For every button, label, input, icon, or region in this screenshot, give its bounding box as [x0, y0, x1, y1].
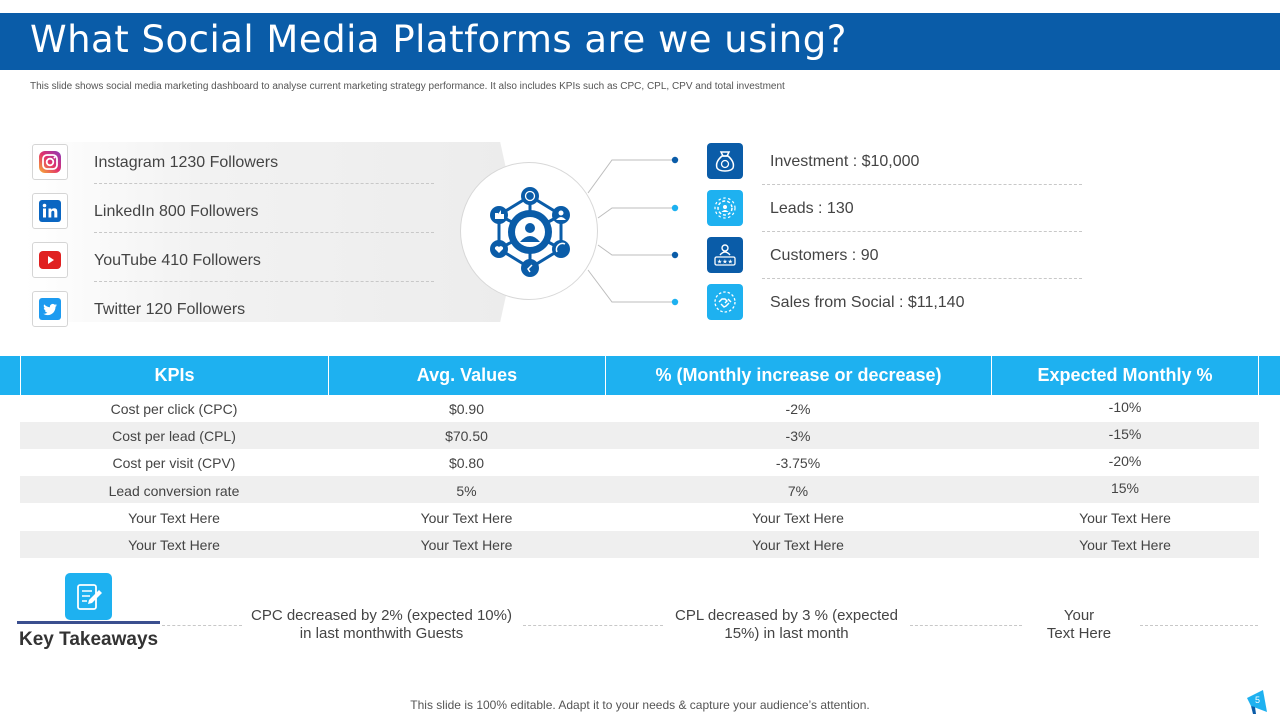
divider: [762, 184, 1082, 185]
table-cell: Your Text Here: [752, 536, 844, 553]
takeaway-line: CPC decreased by 2% (expected 10%): [251, 607, 512, 624]
kpi-table-header: KPIs Avg. Values % (Monthly increase or …: [0, 356, 1280, 395]
metric-leads: Leads : 130: [707, 190, 1087, 232]
takeaway-item: CPL decreased by 3 % (expected 15%) in l…: [663, 607, 910, 643]
takeaway-line: CPL decreased by 3 % (expected: [675, 607, 898, 624]
table-cell: $0.90: [448, 400, 485, 417]
table-cell: -15%: [1108, 425, 1142, 442]
platform-item-instagram: Instagram 1230 Followers: [32, 142, 434, 184]
connector-lines: [587, 156, 679, 306]
divider: [162, 625, 242, 626]
table-row: Your Text Here Your Text Here Your Text …: [20, 531, 1259, 558]
divider: [762, 231, 1082, 232]
table-cell: Your Text Here: [420, 509, 513, 526]
metric-investment: Investment : $10,000: [707, 143, 1087, 185]
table-row: Your Text Here Your Text Here Your Text …: [20, 504, 1259, 531]
platform-item-linkedin: LinkedIn 800 Followers: [32, 191, 434, 233]
platform-item-youtube: YouTube 410 Followers: [32, 240, 434, 282]
metric-label: Leads : 130: [770, 200, 854, 217]
metric-label: Sales from Social : $11,140: [770, 294, 965, 311]
platform-label: Instagram 1230 Followers: [94, 154, 279, 171]
platform-label: YouTube 410 Followers: [94, 252, 261, 269]
takeaway-item: Your Text Here: [1022, 607, 1136, 643]
linkedin-icon: [32, 193, 68, 229]
notepad-icon: [65, 573, 112, 620]
takeaway-item: CPC decreased by 2% (expected 10%) in la…: [240, 607, 523, 643]
divider: [94, 183, 434, 184]
table-cell: Your Text Here: [1079, 509, 1171, 526]
page-title: What Social Media Platforms are we using…: [30, 18, 847, 61]
takeaway-line: in last monthwith Guests: [299, 625, 464, 642]
table-cell: -3%: [785, 427, 811, 444]
table-cell: Your Text Here: [752, 509, 844, 526]
table-cell: Cost per visit (CPV): [112, 454, 236, 471]
page-number: 5: [1255, 695, 1261, 705]
footer-note: This slide is 100% editable. Adapt it to…: [410, 698, 870, 712]
handshake-icon: [707, 284, 743, 320]
key-takeaways-label: Key Takeaways: [19, 629, 159, 650]
table-cell: Your Text Here: [128, 536, 220, 553]
slide-subtitle: This slide shows social media marketing …: [30, 81, 785, 92]
takeaway-line: Your: [1063, 607, 1095, 624]
table-cell: -10%: [1108, 398, 1142, 415]
table-row: Cost per lead (CPL) $70.50 -3% -15%: [20, 422, 1259, 449]
table-cell: $70.50: [445, 427, 488, 444]
takeaway-line: Text Here: [1046, 625, 1112, 642]
table-cell: $0.80: [448, 454, 485, 471]
table-cell: Your Text Here: [1079, 536, 1171, 553]
takeaway-line: 15%) in last month: [724, 625, 849, 642]
divider: [762, 278, 1082, 279]
table-cell: Your Text Here: [420, 536, 513, 553]
table-cell: 5%: [456, 482, 477, 499]
header-kpis: KPIs: [20, 356, 328, 395]
twitter-icon: [32, 291, 68, 327]
table-cell: Cost per click (CPC): [110, 400, 238, 417]
header-expected-monthly: Expected Monthly %: [991, 356, 1259, 395]
gear-network-icon: [707, 190, 743, 226]
takeaways-underline: [17, 621, 160, 624]
table-cell: 15%: [1110, 479, 1140, 496]
metric-sales: Sales from Social : $11,140: [707, 284, 1087, 322]
divider: [523, 625, 663, 626]
social-network-icon: [490, 187, 570, 277]
svg-text:★★★: ★★★: [717, 259, 733, 266]
divider: [94, 281, 434, 282]
money-bag-icon: [707, 143, 743, 179]
divider: [94, 232, 434, 233]
divider: [910, 625, 1022, 626]
table-cell: Lead conversion rate: [108, 482, 240, 499]
customers-rating-icon: ★★★: [707, 237, 743, 273]
table-row: Cost per click (CPC) $0.90 -2% -10%: [20, 395, 1259, 422]
platform-label: Twitter 120 Followers: [94, 301, 246, 318]
megaphone-icon: [1247, 690, 1267, 714]
table-cell: Your Text Here: [128, 509, 220, 526]
title-bar: What Social Media Platforms are we using…: [0, 13, 1280, 70]
platform-item-twitter: Twitter 120 Followers: [32, 289, 432, 329]
table-row: Lead conversion rate 5% 7% 15%: [20, 476, 1259, 503]
header-monthly-change: % (Monthly increase or decrease): [605, 356, 991, 395]
table-cell: -2%: [785, 400, 811, 417]
platform-label: LinkedIn 800 Followers: [94, 203, 259, 220]
table-cell: -20%: [1108, 452, 1142, 469]
metric-label: Customers : 90: [770, 247, 879, 264]
header-avg-values: Avg. Values: [328, 356, 605, 395]
table-row: Cost per visit (CPV) $0.80 -3.75% -20%: [20, 449, 1259, 476]
table-cell: Cost per lead (CPL): [112, 427, 236, 444]
social-hub: [460, 162, 598, 300]
metric-customers: ★★★ Customers : 90: [707, 237, 1087, 279]
instagram-icon: [32, 144, 68, 180]
metric-label: Investment : $10,000: [770, 153, 920, 170]
table-cell: 7%: [787, 482, 809, 499]
page-number-badge: 5: [1243, 686, 1275, 718]
youtube-icon: [32, 242, 68, 278]
divider: [1140, 625, 1258, 626]
table-cell: -3.75%: [775, 454, 821, 471]
